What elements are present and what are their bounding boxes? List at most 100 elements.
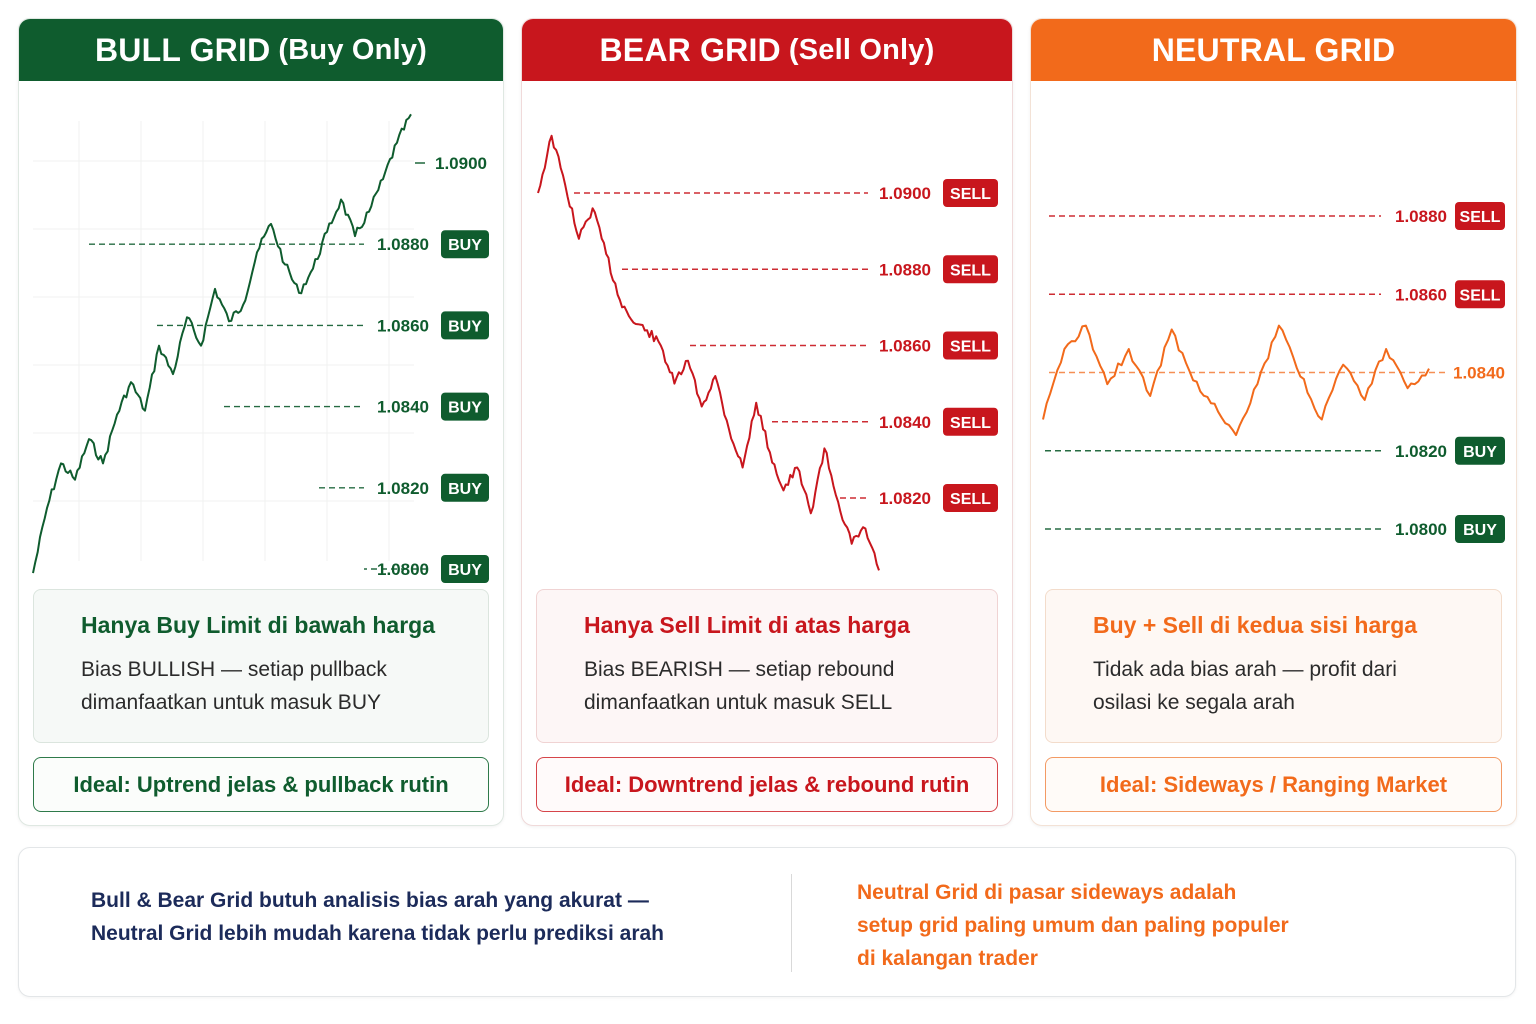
neutral-level-label: 1.0860 <box>1395 285 1447 304</box>
badge-label: SELL <box>1460 287 1501 304</box>
bull-grid-chart: 1.0900 1.0880 BUY 1.0860 BUY 1.0840 BUY 1.0820 B… <box>32 113 489 583</box>
bull-grid-background <box>33 121 414 561</box>
badge-background <box>441 311 489 340</box>
neutral-grid-title: NEUTRAL GRID <box>1151 31 1396 68</box>
badge-label: BUY <box>1463 522 1497 539</box>
footer-right-line: setup grid paling umum dan paling popule… <box>857 914 1289 937</box>
bull-level-label: 1.0900 <box>435 154 487 173</box>
bear-sell-badge: SELL <box>943 255 998 284</box>
footer-right-line: di kalangan trader <box>857 947 1038 970</box>
badge-label: SELL <box>950 415 991 432</box>
bear-grid-title: BEAR GRID <box>599 31 781 68</box>
neutral-level-label: 1.0840 <box>1453 364 1505 383</box>
badge-label: BUY <box>1463 444 1497 461</box>
neutral-sell-badge: SELL <box>1455 280 1505 309</box>
bull-level-label: 1.0840 <box>377 398 429 417</box>
badge-background <box>441 555 489 583</box>
bear-level-label: 1.0820 <box>879 489 931 508</box>
badge-background <box>441 230 489 259</box>
bull-buy-badge: BUY <box>441 473 489 502</box>
bull-grid-title: BULL GRID <box>94 31 271 68</box>
footer-left-line: Neutral Grid lebih mudah karena tidak pe… <box>91 922 664 945</box>
neutral-grid-desc-line: Tidak ada bias arah — profit dari <box>1093 658 1397 681</box>
bear-price-line <box>537 134 880 571</box>
bull-level-label: 1.0880 <box>377 235 429 254</box>
badge-background <box>943 179 998 207</box>
bear-grid-ideal: Ideal: Downtrend jelas & rebound rutin <box>536 757 998 812</box>
badge-label: BUY <box>448 237 482 254</box>
badge-background <box>1455 202 1505 230</box>
bull-grid-desc-line: dimanfaatkan untuk masuk BUY <box>81 691 381 714</box>
bull-grid-description: Hanya Buy Limit di bawah harga Bias BULL… <box>33 589 489 743</box>
badge-label: SELL <box>950 491 991 508</box>
bull-buy-badge: BUY <box>441 230 489 259</box>
neutral-level-label: 1.0800 <box>1395 520 1447 539</box>
bull-level-label: 1.0820 <box>377 479 429 498</box>
badge-background <box>943 484 998 512</box>
bear-grid-desc-line: Bias BEARISH — setiap rebound <box>584 658 895 681</box>
bear-level-label: 1.0840 <box>879 413 931 432</box>
bull-grid-desc-title: Hanya Buy Limit di bawah harga <box>81 612 436 638</box>
neutral-sell-badge: SELL <box>1455 202 1505 230</box>
footer-note: Bull & Bear Grid butuh analisis bias ara… <box>18 847 1516 997</box>
bull-grid-header: BULL GRID (Buy Only) <box>19 19 503 81</box>
bull-buy-badge: BUY <box>441 311 489 340</box>
bull-level-label: 1.0860 <box>377 316 429 335</box>
footer-right-line: Neutral Grid di pasar sideways adalah <box>857 881 1237 904</box>
badge-label: BUY <box>448 400 482 417</box>
bull-buy-badge: BUY <box>441 392 489 421</box>
bear-level-label: 1.0900 <box>879 184 931 203</box>
badge-background <box>1455 436 1505 465</box>
neutral-buy-badge: BUY <box>1455 436 1505 465</box>
bear-level-label: 1.0860 <box>879 337 931 356</box>
neutral-grid-chart: 1.0880 SELL 1.0860 SELL 1.0840 1.0820 BUY 1.080… <box>1042 202 1505 543</box>
badge-label: SELL <box>1460 209 1501 226</box>
bear-sell-badge: SELL <box>943 407 998 436</box>
badge-label: BUY <box>448 318 482 335</box>
bear-grid-card: BEAR GRID (Sell Only) 1.0900 SELL 1.0880 SE… <box>521 18 1013 826</box>
neutral-grid-header: NEUTRAL GRID <box>1031 19 1516 81</box>
badge-label: SELL <box>950 186 991 203</box>
bull-grid-desc-line: Bias BULLISH — setiap pullback <box>81 658 387 681</box>
bull-grid-ideal: Ideal: Uptrend jelas & pullback rutin <box>33 757 489 812</box>
bull-buy-badge: BUY <box>441 555 489 583</box>
footer-divider <box>791 874 792 972</box>
badge-background <box>943 407 998 436</box>
bear-grid-desc-title: Hanya Sell Limit di atas harga <box>584 612 910 638</box>
badge-label: SELL <box>950 262 991 279</box>
neutral-grid-description: Buy + Sell di kedua sisi harga Tidak ada… <box>1045 589 1502 743</box>
badge-background <box>943 331 998 360</box>
bear-grid-description: Hanya Sell Limit di atas harga Bias BEAR… <box>536 589 998 743</box>
badge-background <box>441 473 489 502</box>
bull-level-label: 1.0800 <box>377 560 429 579</box>
bull-grid-subtitle: (Buy Only) <box>278 33 428 66</box>
neutral-grid-ideal: Ideal: Sideways / Ranging Market <box>1045 757 1502 812</box>
footer-right-text: Neutral Grid di pasar sideways adalah se… <box>857 876 1417 975</box>
bear-grid-chart: 1.0900 SELL 1.0880 SELL 1.0860 SELL 1.0840 SELL… <box>537 134 998 571</box>
bear-grid-subtitle: (Sell Only) <box>788 33 935 66</box>
footer-left-line: Bull & Bear Grid butuh analisis bias ara… <box>91 889 649 912</box>
badge-background <box>1455 280 1505 309</box>
badge-label: BUY <box>448 562 482 579</box>
bear-sell-badge: SELL <box>943 331 998 360</box>
bull-price-line <box>32 113 412 574</box>
badge-label: SELL <box>950 339 991 356</box>
bear-sell-badge: SELL <box>943 179 998 207</box>
badge-background <box>943 255 998 284</box>
bear-level-label: 1.0880 <box>879 260 931 279</box>
bear-sell-badge: SELL <box>943 484 998 512</box>
footer-left-text: Bull & Bear Grid butuh analisis bias ara… <box>91 884 751 950</box>
neutral-buy-badge: BUY <box>1455 515 1505 543</box>
badge-background <box>441 392 489 421</box>
neutral-price-line <box>1042 324 1430 437</box>
neutral-grid-desc-title: Buy + Sell di kedua sisi harga <box>1093 612 1418 638</box>
neutral-grid-desc-line: osilasi ke segala arah <box>1093 691 1295 714</box>
badge-background <box>1455 515 1505 543</box>
bull-grid-card: BULL GRID (Buy Only) 1.0900 1.0880 BUY 1.08… <box>18 18 504 826</box>
neutral-level-label: 1.0820 <box>1395 442 1447 461</box>
bear-grid-header: BEAR GRID (Sell Only) <box>522 19 1012 81</box>
bear-grid-desc-line: dimanfaatkan untuk masuk SELL <box>584 691 893 714</box>
badge-label: BUY <box>448 481 482 498</box>
neutral-grid-card: NEUTRAL GRID 1.0880 SELL 1.0860 SELL 1.0840 1… <box>1030 18 1517 826</box>
neutral-level-label: 1.0880 <box>1395 207 1447 226</box>
